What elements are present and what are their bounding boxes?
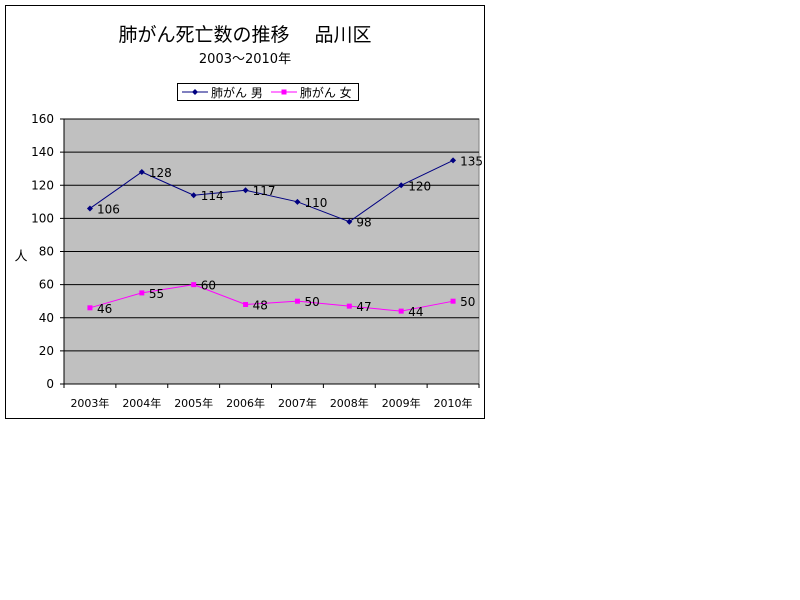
legend-item-male: 肺がん 男 bbox=[182, 84, 263, 101]
data-point bbox=[294, 198, 301, 205]
x-tick-label: 2008年 bbox=[330, 396, 369, 410]
data-label: 44 bbox=[408, 305, 423, 319]
data-point bbox=[450, 157, 457, 164]
series-line-1 bbox=[89, 159, 454, 223]
data-point bbox=[450, 298, 456, 304]
data-label: 47 bbox=[356, 300, 371, 314]
chart-frame: 肺がん死亡数の推移 品川区 2003～2010年 肺がん 男 肺がん 女 0 20… bbox=[5, 5, 485, 419]
chart-subtitle: 2003～2010年 bbox=[198, 52, 292, 67]
chart-title: 肺がん死亡数の推移 品川区 bbox=[118, 24, 372, 46]
x-tick-label: 2009年 bbox=[382, 396, 421, 410]
legend-swatch-female bbox=[270, 89, 297, 95]
legend-swatch-male bbox=[182, 89, 208, 95]
data-label: 50 bbox=[304, 295, 319, 309]
data-label: 110 bbox=[304, 196, 327, 210]
chart-legend: 肺がん 男 肺がん 女 bbox=[177, 83, 359, 101]
x-tick-label: 2006年 bbox=[226, 396, 265, 410]
data-point bbox=[242, 187, 249, 194]
data-label: 135 bbox=[460, 154, 483, 168]
y-tick-label: 20 bbox=[39, 344, 54, 358]
data-label: 114 bbox=[201, 189, 224, 203]
data-point bbox=[138, 169, 145, 175]
data-label: 128 bbox=[149, 166, 172, 180]
data-label: 48 bbox=[253, 299, 268, 313]
data-point bbox=[190, 192, 197, 199]
data-point bbox=[243, 302, 249, 307]
chart-plot: 0 20 40 60 80 100 120 140 160 2003年 2004年 2005年 2006… bbox=[14, 112, 483, 410]
y-tick-label: 160 bbox=[31, 112, 54, 126]
x-tick-label: 2005年 bbox=[174, 396, 213, 410]
series-line-2 bbox=[89, 284, 454, 312]
y-tick-label: 80 bbox=[39, 245, 54, 259]
x-tick-label: 2004年 bbox=[122, 396, 161, 410]
data-point bbox=[346, 303, 352, 309]
data-point bbox=[87, 305, 93, 311]
data-point bbox=[398, 182, 405, 189]
data-label: 120 bbox=[408, 179, 431, 193]
data-label: 46 bbox=[97, 302, 112, 316]
data-point bbox=[398, 308, 404, 314]
data-label: 50 bbox=[460, 295, 475, 309]
x-tick-label: 2007年 bbox=[278, 396, 317, 410]
y-tick-label: 120 bbox=[31, 178, 54, 192]
data-label: 117 bbox=[253, 184, 276, 198]
data-point bbox=[86, 205, 93, 212]
y-tick-label: 60 bbox=[39, 278, 54, 292]
data-point bbox=[294, 298, 300, 304]
legend-label-female: 肺がん 女 bbox=[299, 85, 352, 100]
data-label: 98 bbox=[356, 216, 371, 230]
data-point bbox=[346, 218, 353, 225]
x-tick-label: 2010年 bbox=[434, 396, 473, 410]
x-tick-label: 2003年 bbox=[70, 396, 109, 410]
y-tick-label: 0 bbox=[46, 377, 54, 391]
data-point bbox=[139, 290, 145, 296]
y-tick-label: 100 bbox=[31, 211, 54, 225]
y-axis-label: 人 bbox=[14, 250, 27, 265]
y-tick-label: 140 bbox=[31, 145, 54, 159]
legend-item-female: 肺がん 女 bbox=[270, 84, 352, 101]
y-tick-label: 40 bbox=[39, 311, 54, 325]
data-label: 106 bbox=[97, 202, 120, 216]
legend-label-male: 肺がん 男 bbox=[211, 85, 263, 100]
data-label: 55 bbox=[149, 287, 164, 301]
data-label: 60 bbox=[201, 279, 216, 293]
data-point bbox=[191, 282, 197, 288]
